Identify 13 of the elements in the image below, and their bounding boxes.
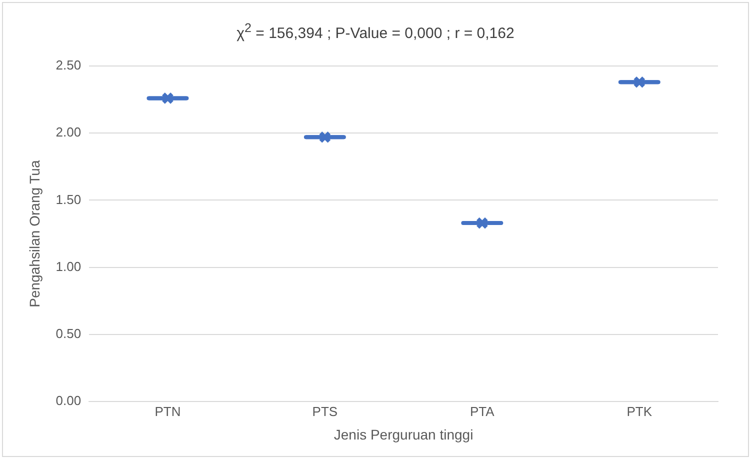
y-tick-label: 1.00 <box>56 258 82 274</box>
x-tick-label: PTA <box>470 404 495 419</box>
x-tick-label: PTK <box>626 404 652 419</box>
chart-title: χ$^{2}$ = 156,394 ; P-Value = 0,000 ; r = 0,162 <box>236 21 516 42</box>
y-tick-label: 2.00 <box>56 124 82 140</box>
x-tick-label: PTS <box>312 404 338 419</box>
y-axis-title: Pengahsilan Orang Tua <box>26 160 42 308</box>
y-tick-label: 0.00 <box>56 393 82 408</box>
y-tick-label: 0.50 <box>56 326 82 342</box>
y-tick-label: 2.50 <box>56 58 82 73</box>
y-tick-label: 1.50 <box>56 192 82 207</box>
x-tick-label: PTN <box>154 404 181 419</box>
x-axis-title: Jenis Perguruan tinggi <box>334 426 474 442</box>
